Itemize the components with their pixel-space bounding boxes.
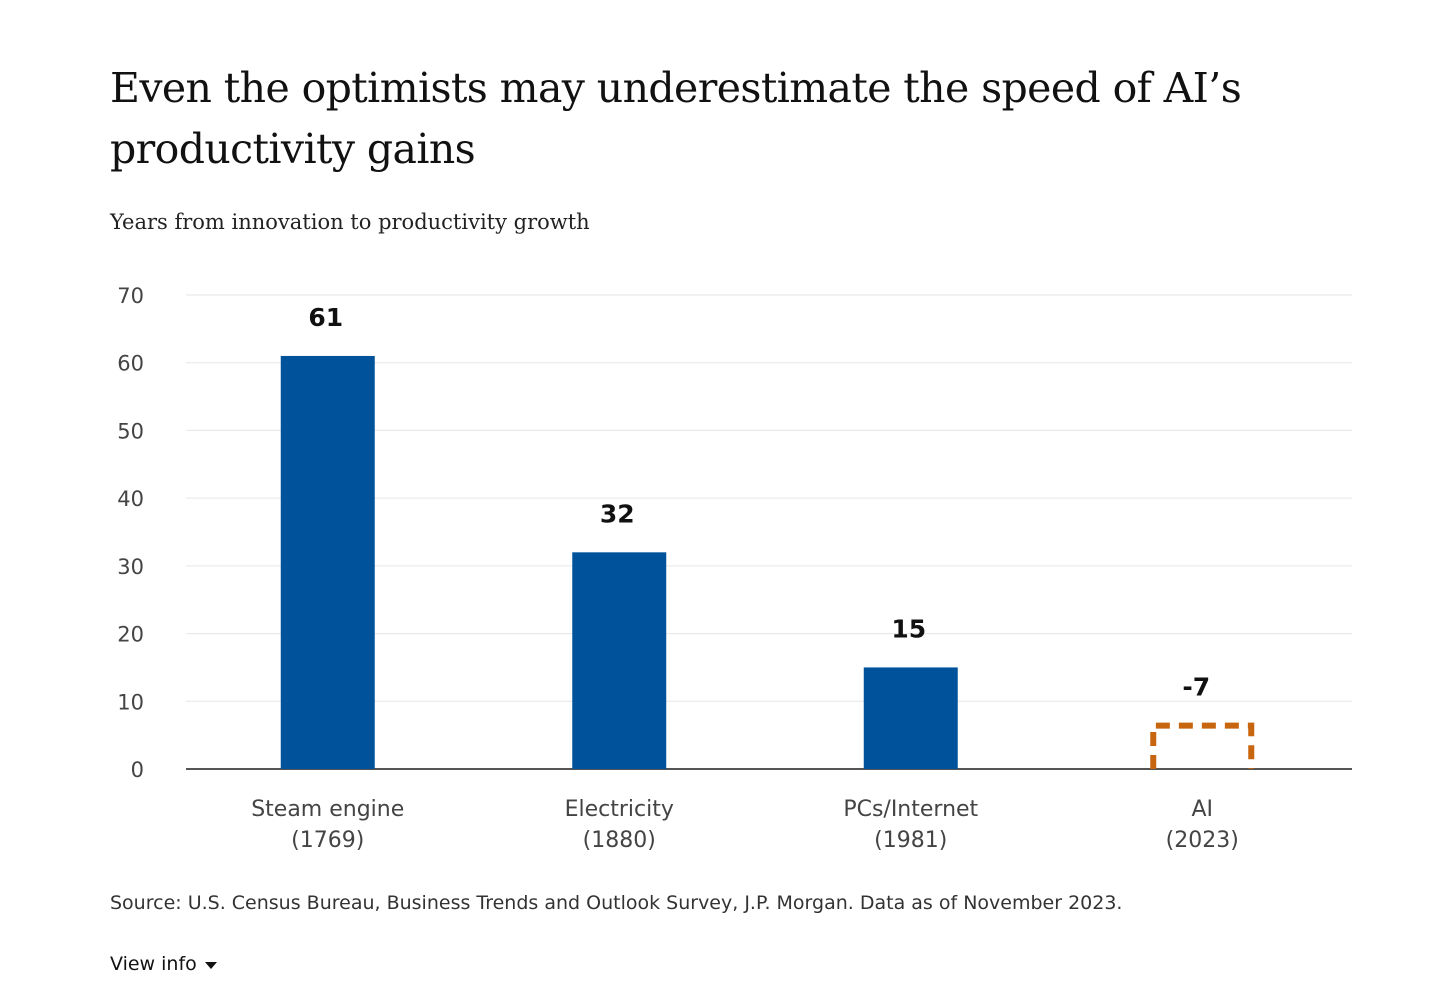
x-category-year: (2023)	[1166, 828, 1239, 853]
value-label: -7	[1182, 673, 1210, 702]
source-note: Source: U.S. Census Bureau, Business Tre…	[110, 892, 1123, 914]
y-tick-label: 60	[117, 352, 144, 376]
y-tick-label: 0	[131, 758, 144, 782]
view-info-toggle[interactable]: View info	[110, 953, 217, 975]
y-tick-label: 30	[117, 555, 144, 579]
chart-title: Even the optimists may underestimate the…	[110, 64, 1242, 173]
gridlines	[186, 294, 1352, 770]
bar-chart: 0 10 20 30 40 50 60 70 61 32 15 -7 Steam engine (17…	[117, 284, 1352, 853]
value-label: 15	[891, 614, 926, 643]
bar	[280, 355, 375, 769]
y-tick-label: 40	[117, 487, 144, 511]
x-category-label: PCs/Internet	[843, 797, 978, 822]
x-category-year: (1880)	[583, 828, 656, 853]
y-tick-label: 70	[117, 284, 144, 308]
y-tick-label: 50	[117, 419, 144, 443]
bar	[863, 667, 958, 769]
bar-projected	[1150, 722, 1255, 769]
y-axis-ticks: 0 10 20 30 40 50 60 70	[117, 284, 144, 782]
x-category-year: (1981)	[874, 828, 947, 853]
caret-down-icon	[204, 961, 217, 969]
y-tick-label: 10	[117, 690, 144, 714]
x-category-label: Steam engine	[251, 797, 404, 822]
bar	[572, 552, 667, 769]
value-labels: 61 32 15 -7	[308, 303, 1210, 702]
y-tick-label: 20	[117, 623, 144, 647]
value-label: 61	[308, 303, 343, 332]
x-category-label: AI	[1191, 797, 1213, 822]
x-category-year: (1769)	[291, 828, 364, 853]
view-info-label: View info	[110, 953, 197, 975]
bars	[280, 355, 1255, 769]
x-axis-labels: Steam engine (1769) Electricity (1880) PCs/I…	[251, 797, 1239, 853]
x-category-label: Electricity	[565, 797, 674, 822]
value-label: 32	[600, 499, 635, 528]
chart-subtitle: Years from innovation to productivity gr…	[110, 210, 590, 234]
